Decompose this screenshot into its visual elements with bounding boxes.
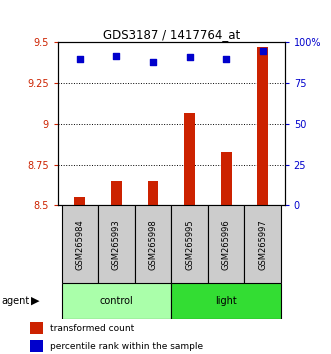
Point — [114, 53, 119, 58]
Point — [260, 48, 265, 53]
Point — [77, 56, 82, 62]
Bar — [62, 205, 98, 283]
Bar — [98, 205, 135, 283]
Text: percentile rank within the sample: percentile rank within the sample — [50, 342, 203, 351]
Point — [187, 54, 192, 60]
Bar — [244, 205, 281, 283]
Text: ▶: ▶ — [30, 296, 39, 306]
Bar — [184, 113, 195, 205]
Text: control: control — [100, 296, 133, 306]
Bar — [62, 283, 171, 319]
Bar — [135, 205, 171, 283]
Text: GSM265996: GSM265996 — [222, 219, 231, 270]
Text: GSM265993: GSM265993 — [112, 219, 121, 270]
Text: GSM265984: GSM265984 — [75, 219, 84, 270]
Point — [150, 59, 156, 65]
Bar — [30, 322, 43, 334]
Bar — [171, 205, 208, 283]
Text: transformed count: transformed count — [50, 324, 134, 333]
Text: GSM265998: GSM265998 — [149, 219, 158, 270]
Text: agent: agent — [2, 296, 30, 306]
Bar — [74, 197, 85, 205]
Bar — [30, 340, 43, 352]
Bar — [148, 181, 159, 205]
Bar — [208, 205, 244, 283]
Title: GDS3187 / 1417764_at: GDS3187 / 1417764_at — [103, 28, 240, 41]
Text: light: light — [215, 296, 237, 306]
Bar — [171, 283, 281, 319]
Bar — [257, 47, 268, 205]
Point — [223, 56, 229, 62]
Bar — [111, 181, 122, 205]
Text: GSM265995: GSM265995 — [185, 219, 194, 270]
Text: GSM265997: GSM265997 — [258, 219, 267, 270]
Bar — [221, 152, 232, 205]
